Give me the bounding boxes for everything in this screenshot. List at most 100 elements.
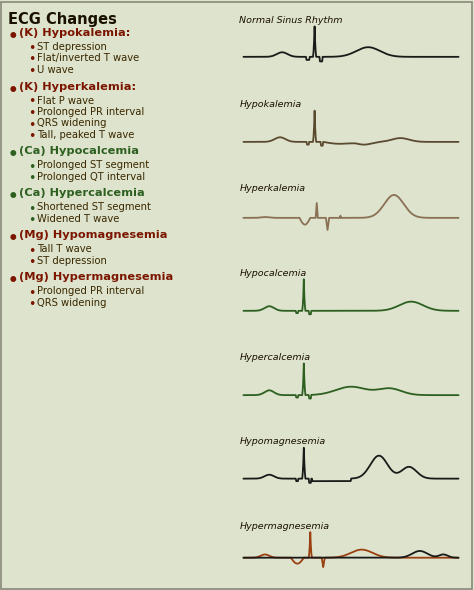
Bar	[190, 0, 194, 590]
Bar	[384, 0, 389, 590]
Bar	[365, 0, 370, 590]
Bar	[152, 0, 156, 590]
Text: (Ca) Hypercalcemia: (Ca) Hypercalcemia	[19, 188, 145, 198]
Bar	[137, 0, 142, 590]
Bar	[185, 0, 190, 590]
Bar	[356, 0, 360, 590]
Text: •: •	[28, 96, 36, 109]
Text: Flat P wave: Flat P wave	[37, 96, 94, 106]
Bar	[446, 0, 450, 590]
Bar	[81, 0, 85, 590]
Bar	[242, 0, 246, 590]
Bar	[374, 0, 379, 590]
Bar	[95, 0, 100, 590]
Bar	[412, 0, 417, 590]
Bar	[270, 0, 275, 590]
Text: •: •	[28, 244, 36, 257]
Text: •: •	[8, 231, 18, 248]
Text: Flat/inverted T wave: Flat/inverted T wave	[37, 54, 139, 64]
Bar	[379, 0, 384, 590]
Bar	[431, 0, 436, 590]
Bar	[62, 0, 66, 590]
Bar	[261, 0, 265, 590]
Text: Normal Sinus Rhythm: Normal Sinus Rhythm	[239, 16, 343, 25]
Bar	[5, 0, 9, 590]
Bar	[33, 0, 38, 590]
Bar	[52, 0, 57, 590]
Bar	[142, 0, 147, 590]
Bar	[441, 0, 446, 590]
Text: •: •	[8, 28, 18, 46]
Bar	[393, 0, 398, 590]
Text: (K) Hyperkalemia:: (K) Hyperkalemia:	[19, 81, 136, 91]
Text: •: •	[28, 119, 36, 132]
Bar	[389, 0, 393, 590]
Bar	[469, 0, 474, 590]
Text: •: •	[28, 298, 36, 311]
Text: •: •	[8, 81, 18, 100]
Bar	[24, 0, 28, 590]
Bar	[322, 0, 327, 590]
Bar	[47, 0, 52, 590]
Bar	[232, 0, 237, 590]
Text: Hypokalemia: Hypokalemia	[239, 100, 301, 109]
Bar	[450, 0, 455, 590]
Bar	[289, 0, 294, 590]
Bar	[327, 0, 332, 590]
Text: Prolonged PR interval: Prolonged PR interval	[37, 287, 144, 297]
Text: Prolonged QT interval: Prolonged QT interval	[37, 172, 145, 182]
Bar	[275, 0, 280, 590]
Bar	[351, 0, 356, 590]
Text: Prolonged ST segment: Prolonged ST segment	[37, 160, 149, 171]
Text: •: •	[28, 107, 36, 120]
Text: Prolonged PR interval: Prolonged PR interval	[37, 107, 144, 117]
Bar	[360, 0, 365, 590]
Text: •: •	[28, 287, 36, 300]
Text: (Mg) Hypomagnesemia: (Mg) Hypomagnesemia	[19, 231, 167, 241]
Bar	[100, 0, 104, 590]
Text: •: •	[28, 54, 36, 67]
Bar	[251, 0, 256, 590]
Text: •: •	[28, 202, 36, 215]
Bar	[223, 0, 228, 590]
Text: QRS widening: QRS widening	[37, 119, 107, 129]
Bar	[204, 0, 209, 590]
Text: Hypercalcemia: Hypercalcemia	[239, 353, 310, 362]
Text: Tall, peaked T wave: Tall, peaked T wave	[37, 130, 134, 140]
Bar	[85, 0, 90, 590]
Bar	[209, 0, 213, 590]
Text: ECG Changes: ECG Changes	[8, 12, 117, 27]
Bar	[171, 0, 175, 590]
Bar	[175, 0, 180, 590]
Text: (K) Hypokalemia:: (K) Hypokalemia:	[19, 28, 130, 38]
Bar	[109, 0, 114, 590]
Text: •: •	[8, 188, 18, 206]
Text: •: •	[28, 172, 36, 185]
Text: •: •	[28, 256, 36, 269]
Text: •: •	[8, 146, 18, 165]
Text: (Ca) Hypocalcemia: (Ca) Hypocalcemia	[19, 146, 139, 156]
Bar	[337, 0, 341, 590]
Bar	[228, 0, 232, 590]
Text: •: •	[28, 214, 36, 227]
Bar	[318, 0, 322, 590]
Bar	[417, 0, 422, 590]
Bar	[57, 0, 62, 590]
Bar	[398, 0, 403, 590]
Bar	[0, 0, 5, 590]
Bar	[303, 0, 308, 590]
Bar	[460, 0, 465, 590]
Text: QRS widening: QRS widening	[37, 298, 107, 308]
Bar	[299, 0, 303, 590]
Bar	[341, 0, 346, 590]
Bar	[43, 0, 47, 590]
Bar	[246, 0, 251, 590]
Bar	[114, 0, 118, 590]
Bar	[118, 0, 123, 590]
Bar	[123, 0, 128, 590]
Text: •: •	[28, 65, 36, 78]
Text: •: •	[28, 130, 36, 143]
Text: Hypomagnesemia: Hypomagnesemia	[239, 437, 326, 446]
Text: Shortened ST segment: Shortened ST segment	[37, 202, 151, 212]
Bar	[294, 0, 299, 590]
